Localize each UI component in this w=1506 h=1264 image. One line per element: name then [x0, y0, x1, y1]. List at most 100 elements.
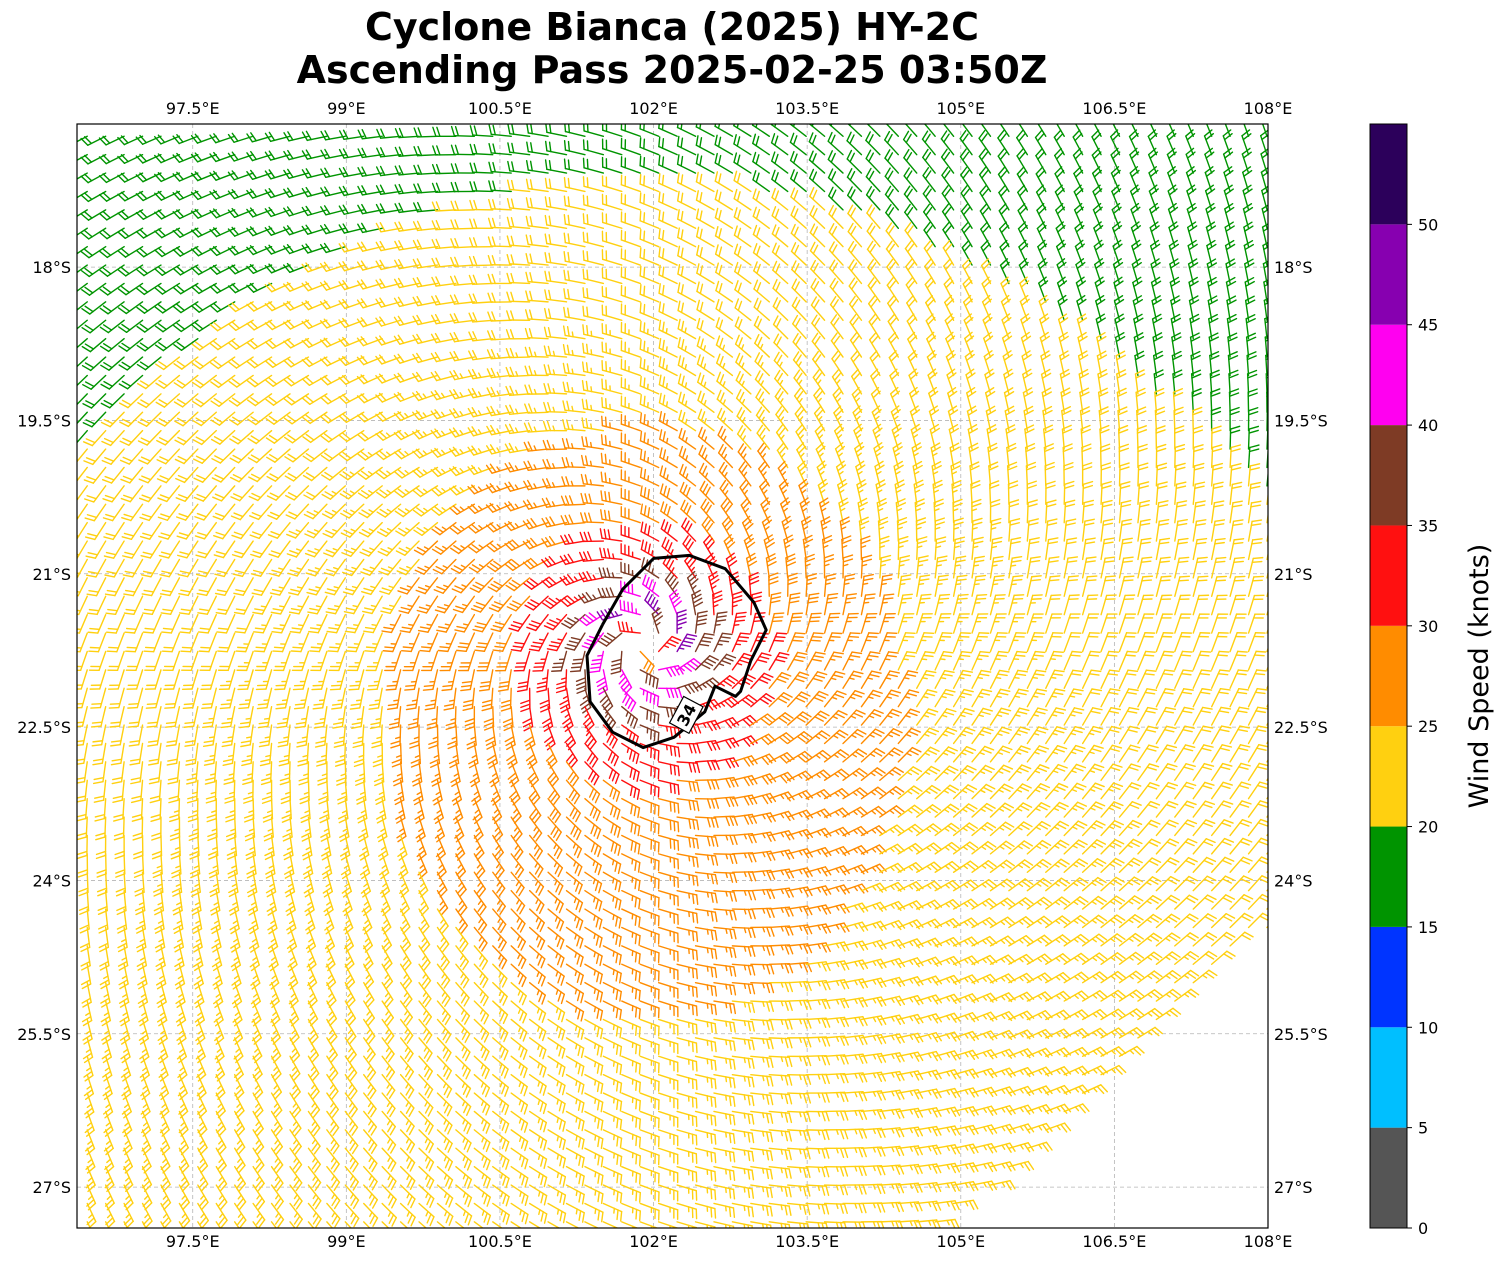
wind-barb	[194, 449, 217, 463]
wind-barb	[545, 290, 567, 302]
wind-barb	[735, 299, 751, 320]
wind-barb	[567, 1167, 585, 1186]
wind-barb	[640, 1130, 659, 1146]
wind-barb	[696, 1075, 716, 1089]
wind-barb	[456, 1056, 470, 1079]
wind-barb	[240, 707, 253, 728]
wind-barb	[1212, 558, 1226, 578]
wind-barb	[990, 614, 1006, 633]
wind-barb	[368, 670, 383, 690]
wind-barb	[603, 1038, 621, 1056]
wind-barb	[677, 799, 699, 811]
wind-barb	[583, 177, 603, 192]
wind-barb	[866, 150, 880, 173]
wind-barb	[990, 670, 1008, 688]
wind-barb	[427, 707, 437, 729]
wind-barb	[935, 595, 949, 615]
lat-tick-right-4: 24°S	[1274, 871, 1313, 890]
wind-barb	[232, 523, 253, 539]
wind-barb	[754, 280, 769, 302]
wind-barb	[456, 1185, 472, 1206]
wind-barb	[621, 230, 640, 246]
wind-barb	[423, 670, 437, 690]
wind-barb	[1249, 689, 1267, 707]
wind-barb	[773, 280, 788, 302]
wind-barb	[954, 690, 974, 707]
wind-barb	[1138, 633, 1155, 652]
wind-barb	[732, 1075, 753, 1087]
wind-barb	[640, 413, 658, 431]
wind-barb	[199, 633, 216, 652]
wind-barb	[548, 1111, 565, 1131]
wind-barb	[788, 573, 797, 596]
wind-barb	[493, 1093, 509, 1114]
wind-barb	[580, 552, 604, 561]
wind-barb	[737, 408, 751, 431]
colorbar-tick-3: 15	[1418, 918, 1438, 937]
wind-barb	[678, 136, 696, 154]
wind-barb	[324, 541, 346, 556]
wind-barb	[885, 113, 899, 136]
wind-barb	[880, 940, 905, 949]
wind-barb	[1027, 784, 1049, 799]
wind-barb	[640, 817, 659, 834]
wind-barb	[417, 596, 437, 613]
wind-barb	[456, 1148, 471, 1170]
wind-barb	[640, 725, 659, 742]
wind-barb	[140, 1038, 149, 1063]
wind-barb	[1101, 727, 1121, 744]
wind-barb	[493, 1130, 509, 1151]
wind-barb	[548, 1130, 565, 1150]
wind-barb	[333, 707, 345, 728]
wind-barb	[1064, 727, 1084, 744]
wind-barb	[347, 633, 364, 651]
wind-barb	[696, 118, 714, 137]
wind-barb	[621, 470, 640, 486]
wind-barb	[640, 946, 659, 963]
wind-barb	[677, 1203, 696, 1218]
wind-barb	[141, 523, 161, 540]
wind-barb	[1175, 707, 1194, 725]
wind-barb	[378, 523, 401, 537]
wind-barb	[1156, 595, 1171, 614]
wind-barb	[542, 577, 566, 587]
wind-barb	[696, 1038, 717, 1052]
wind-barb	[1212, 651, 1229, 669]
wind-barb	[678, 246, 696, 265]
wind-barb	[1009, 557, 1022, 578]
wind-barb	[456, 1075, 470, 1097]
wind-barb	[1193, 689, 1211, 707]
wind-barb	[602, 194, 621, 209]
wind-barb	[861, 690, 882, 706]
wind-barb	[806, 593, 819, 614]
wind-barb	[659, 762, 680, 776]
wind-barb	[972, 576, 985, 597]
wind-barb	[661, 520, 677, 541]
wind-barb	[1249, 614, 1265, 633]
wind-barb	[564, 326, 585, 339]
wind-barb	[622, 1056, 640, 1073]
wind-barb	[621, 212, 640, 228]
wind-barb	[214, 983, 223, 1008]
wind-barb	[769, 693, 792, 707]
wind-barb	[677, 762, 699, 773]
wind-barb	[1120, 764, 1141, 780]
wind-barb	[917, 556, 928, 578]
wind-barb	[567, 1075, 584, 1094]
wind-barb	[1101, 708, 1120, 725]
wind-barb	[545, 234, 566, 247]
wind-barb	[602, 287, 622, 302]
wind-barb	[640, 156, 659, 173]
wind-barb	[769, 673, 790, 689]
wind-barb	[640, 303, 658, 320]
wind-barb	[585, 927, 602, 947]
wind-barb	[1120, 670, 1138, 688]
wind-barb	[788, 692, 810, 707]
wind-barb	[530, 1148, 547, 1168]
wind-barb	[602, 416, 622, 430]
wind-barb	[407, 688, 420, 709]
wind-barb	[508, 143, 530, 155]
wind-barb	[91, 688, 106, 708]
wind-barb	[781, 498, 790, 523]
wind-barb	[474, 1167, 490, 1188]
